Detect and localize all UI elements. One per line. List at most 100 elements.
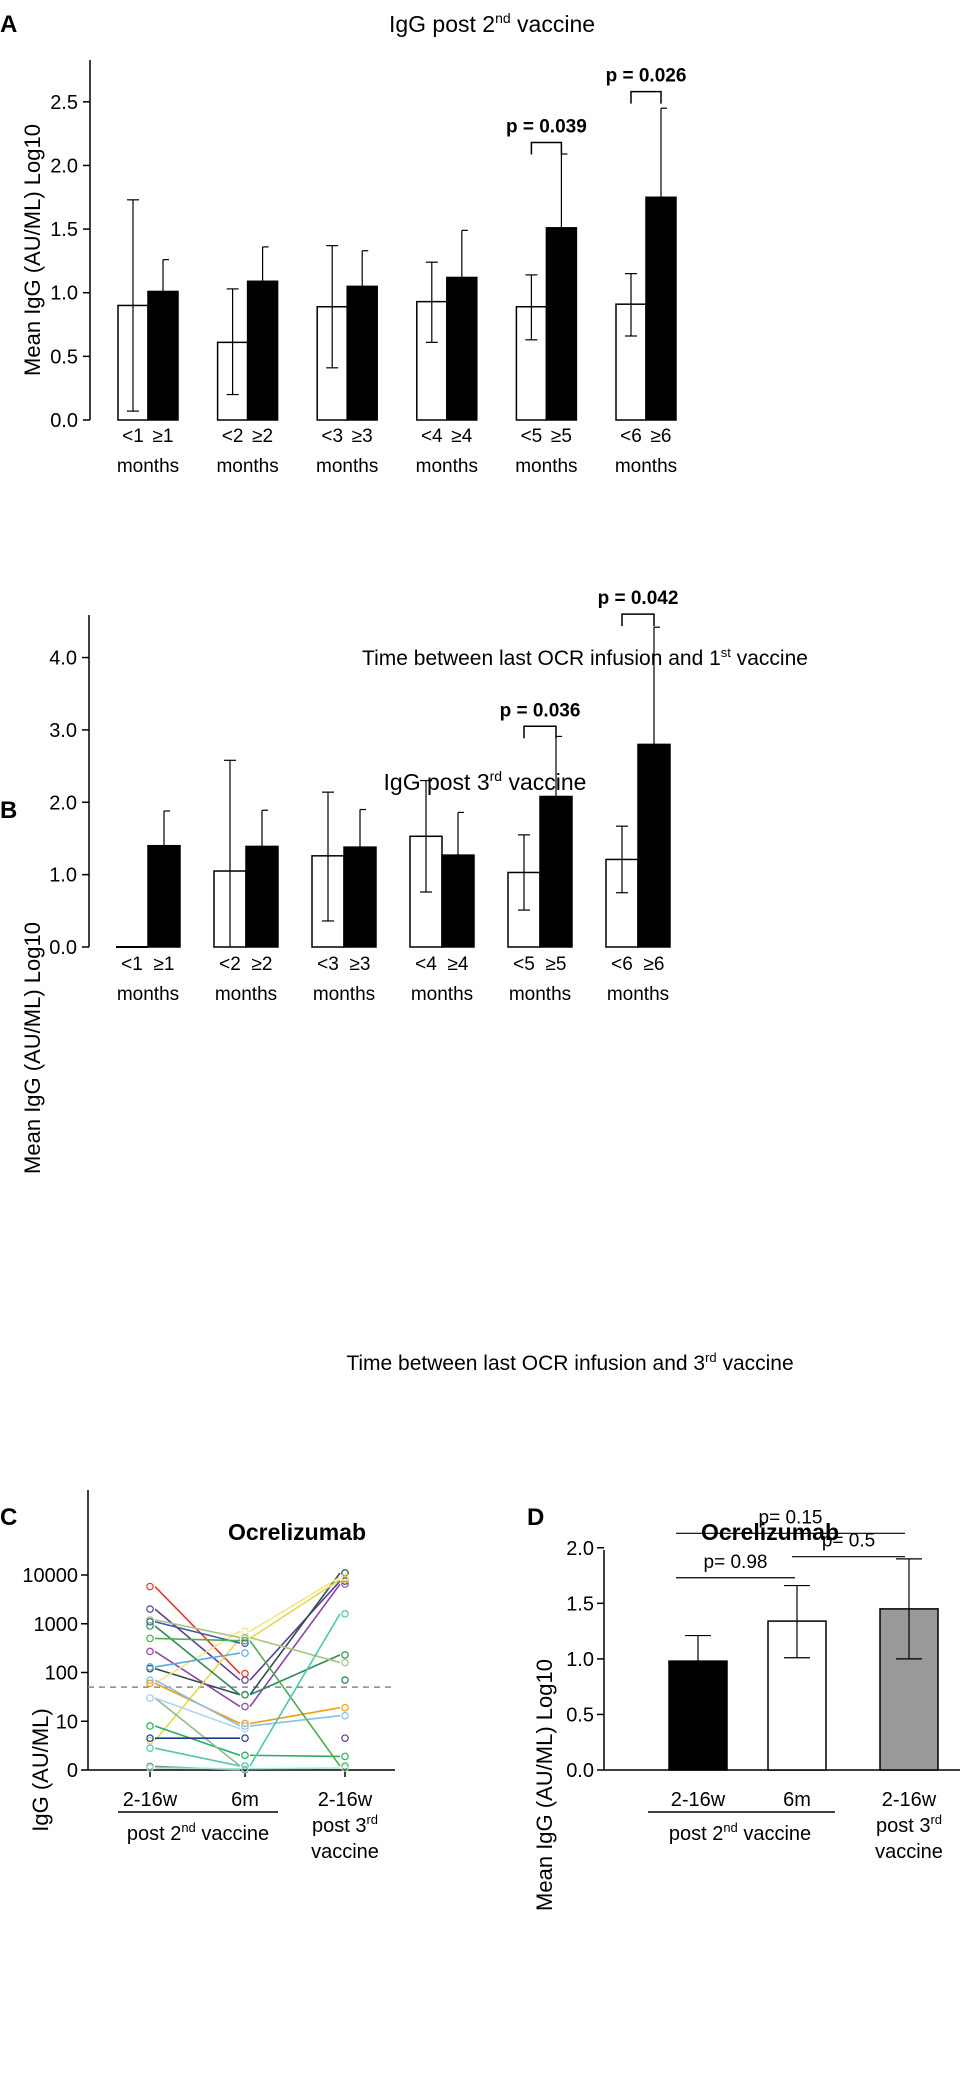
xtick-label: <5: [513, 954, 535, 975]
panel-c-xtick-label: 6m: [231, 1789, 259, 1811]
panel-b-ytick-label: 3.0: [49, 720, 77, 742]
panel-c-letter: C: [0, 1504, 17, 1531]
subject-point: [146, 1694, 154, 1702]
subject-point: [241, 1722, 249, 1730]
subject-point: [146, 1734, 154, 1742]
xtick-months-label: months: [117, 984, 179, 1005]
panel-d-ytick-label: 1.0: [566, 1649, 594, 1671]
subject-point: [341, 1609, 349, 1618]
xtick-label: ≥5: [551, 426, 572, 447]
panel-a-ytick-label: 2.0: [50, 155, 78, 177]
subject-line: [154, 1767, 241, 1770]
panel-a-ytick-label: 0.5: [50, 346, 78, 368]
subject-line: [249, 1580, 341, 1681]
bar-black-≥6: [637, 743, 671, 948]
subject-line: [249, 1576, 341, 1632]
subject-line: [249, 1572, 341, 1696]
panel-a-ytick-label: 1.5: [50, 219, 78, 241]
panel-c-third-label: post 3rd: [312, 1812, 378, 1837]
xtick-months-label: months: [316, 456, 378, 477]
xtick-label: <2: [219, 954, 241, 975]
panel-d-xtick-label: 2-16w: [671, 1789, 726, 1811]
xtick-label: <1: [121, 954, 143, 975]
panel-a-xlabel: Time between last OCR infusion and 1st v…: [362, 645, 808, 670]
xtick-label: <3: [321, 426, 343, 447]
panel-d-group-label-part: post 2: [669, 1823, 723, 1845]
subject-point: [341, 1658, 349, 1667]
panel-b-ylabel: Mean IgG (AU/ML) Log10: [20, 922, 45, 1174]
panel-d-third-label: post 3rd: [876, 1812, 942, 1837]
panel-c-ylabel: IgG (AU/ML): [28, 1708, 53, 1831]
significance-label: p = 0.026: [606, 66, 687, 87]
panel-c-third-label-line2: vaccine: [311, 1841, 379, 1863]
bar-black-≥6: [645, 196, 677, 421]
panel-b-ytick-label: 4.0: [49, 648, 77, 670]
xtick-months-label: months: [515, 456, 577, 477]
subject-point: [146, 1582, 154, 1591]
subject-point: [146, 1722, 154, 1730]
significance-label: p = 0.036: [500, 700, 581, 721]
panel-a-letter: A: [0, 11, 17, 38]
bar-0: [668, 1660, 728, 1771]
panel-b-letter: B: [0, 797, 17, 824]
bar-black-≥1: [147, 290, 179, 421]
xtick-label: <6: [611, 954, 633, 975]
panel-c-third-label-part: post 3: [312, 1815, 366, 1837]
panel-c-ytick-label: 0: [67, 1760, 78, 1782]
subject-line: [154, 1697, 241, 1730]
panel-d-third-label-sup: rd: [930, 1812, 942, 1827]
xtick-label: <4: [421, 426, 443, 447]
subject-line: [154, 1608, 241, 1681]
xtick-label: <3: [317, 954, 339, 975]
xtick-months-label: months: [509, 984, 571, 1005]
significance-bracket: [630, 90, 662, 104]
bar-black-≥1: [147, 844, 181, 948]
subject-point: [241, 1649, 249, 1657]
xtick-label: <1: [122, 426, 144, 447]
subject-line: [249, 1640, 341, 1767]
xtick-label: ≥1: [154, 954, 175, 975]
panel-a-ytick-label: 2.5: [50, 92, 78, 114]
xtick-label: <4: [415, 954, 437, 975]
subject-point: [241, 1633, 249, 1642]
panel-d-ytick-label: 0.5: [566, 1704, 594, 1726]
bar-black-≥4: [446, 276, 478, 421]
panel-c: C Ocrelizumab IgG (AU/ML): [0, 1504, 366, 1832]
panel-d-ylabel: Mean IgG (AU/ML) Log10: [532, 1659, 557, 1911]
chart-marks: 0.0 0.5 1.0 1.5 2.0 2.5 <1 ≥1 months <2 ≥2 months <3…: [22, 60, 960, 1863]
subject-line: [154, 1725, 241, 1757]
xtick-label: ≥6: [644, 954, 665, 975]
panel-d-third-label-part: post 3: [876, 1815, 930, 1837]
panel-a-ytick-label: 1.0: [50, 283, 78, 305]
xtick-months-label: months: [117, 456, 179, 477]
panel-a-ytick-label: 0.0: [50, 410, 78, 432]
panel-b-title: IgG post 3rd vaccine: [384, 768, 587, 795]
subject-point: [241, 1725, 249, 1733]
panel-d-xtick-label: 2-16w: [882, 1789, 937, 1811]
xtick-label: ≥2: [252, 426, 273, 447]
subject-line: [154, 1585, 241, 1675]
subject-line: [154, 1679, 241, 1727]
subject-point: [241, 1702, 249, 1711]
subject-line: [249, 1579, 341, 1640]
subject-line: [154, 1697, 241, 1767]
subject-point: [146, 1676, 154, 1684]
bar-black-≥3: [346, 285, 378, 421]
panel-c-title: Ocrelizumab: [228, 1519, 366, 1545]
panel-a-title: IgG post 2nd vaccine: [389, 10, 595, 37]
xtick-label: <6: [620, 426, 642, 447]
panel-d-xtick-label: 6m: [783, 1789, 811, 1811]
panel-d-group-label: post 2nd vaccine: [669, 1820, 811, 1845]
subject-point: [146, 1605, 154, 1613]
subject-line: [154, 1747, 241, 1767]
subject-point: [241, 1719, 249, 1728]
subject-line: [249, 1583, 341, 1708]
bar-black-≥5: [545, 227, 578, 421]
subject-line: [249, 1636, 341, 1664]
xtick-label: ≥5: [546, 954, 567, 975]
xtick-label: ≥2: [252, 954, 273, 975]
xtick-label: ≥3: [352, 426, 373, 447]
panel-b-ytick-label: 0.0: [49, 937, 77, 959]
subject-point: [341, 1651, 349, 1659]
panel-d-third-label-line2: vaccine: [875, 1841, 943, 1863]
